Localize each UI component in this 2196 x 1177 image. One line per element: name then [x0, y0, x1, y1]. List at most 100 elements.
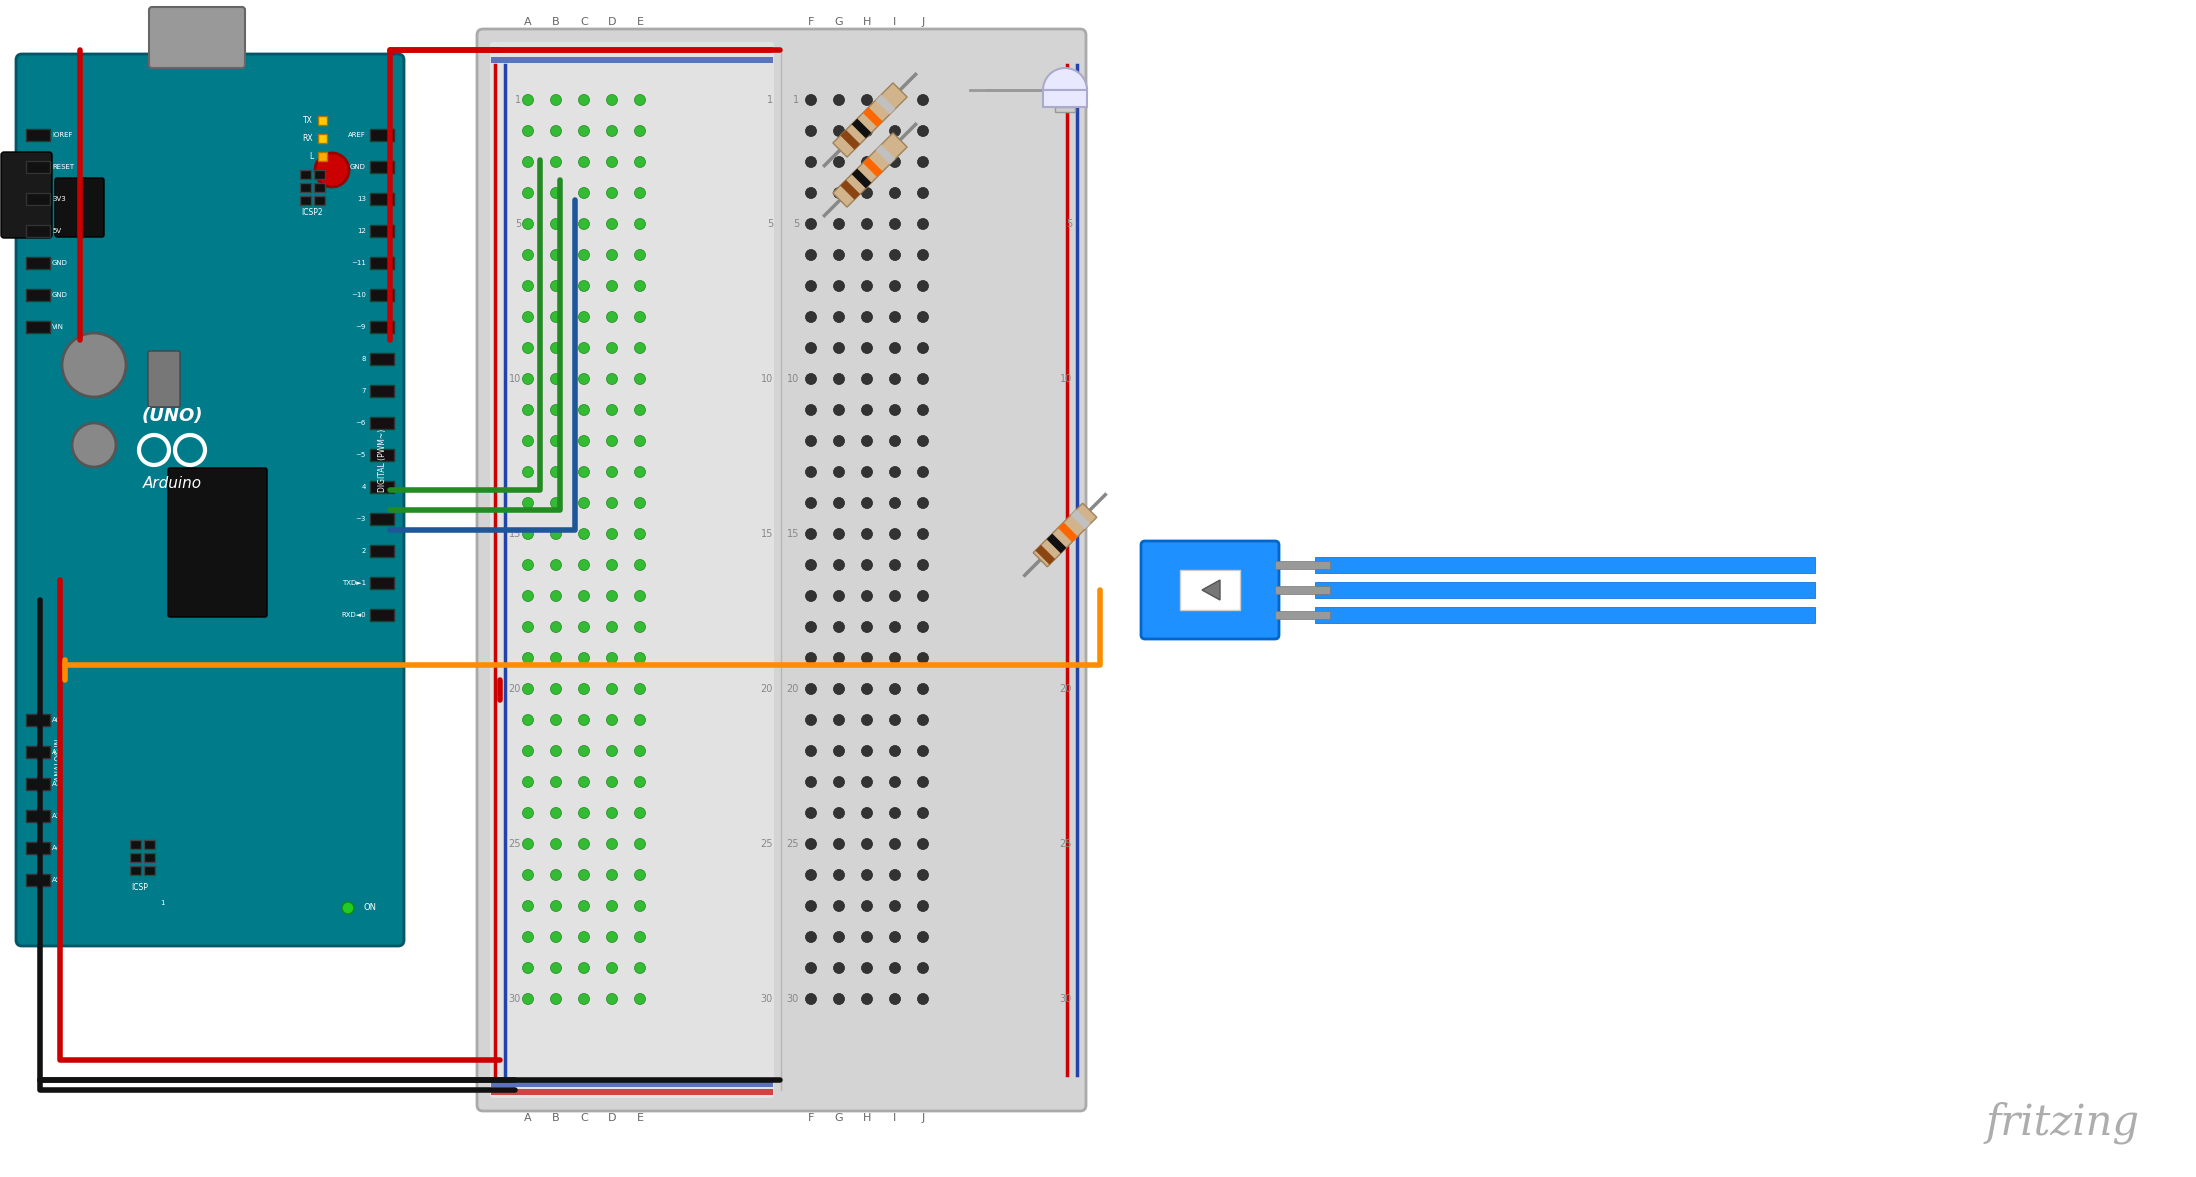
Circle shape	[889, 559, 900, 571]
Text: ICSP2: ICSP2	[301, 208, 323, 217]
Text: 10: 10	[1061, 374, 1072, 384]
Circle shape	[635, 94, 646, 106]
Circle shape	[551, 621, 562, 632]
FancyBboxPatch shape	[147, 351, 180, 407]
Text: ~10: ~10	[351, 292, 367, 298]
Text: I: I	[894, 1113, 896, 1123]
Text: 5: 5	[793, 219, 799, 230]
Circle shape	[635, 931, 646, 943]
Circle shape	[635, 591, 646, 601]
Circle shape	[523, 838, 534, 850]
Circle shape	[806, 870, 817, 880]
Circle shape	[806, 900, 817, 911]
Circle shape	[551, 807, 562, 818]
Circle shape	[635, 838, 646, 850]
Text: 15: 15	[760, 528, 773, 539]
Text: 10: 10	[509, 374, 520, 384]
Circle shape	[523, 528, 534, 539]
Circle shape	[606, 870, 617, 880]
Circle shape	[834, 498, 845, 508]
Circle shape	[578, 993, 589, 1004]
Circle shape	[606, 931, 617, 943]
Circle shape	[578, 373, 589, 385]
Circle shape	[806, 219, 817, 230]
Circle shape	[523, 993, 534, 1004]
Text: 25: 25	[1058, 839, 1072, 849]
Text: 5: 5	[1065, 219, 1072, 230]
Circle shape	[918, 559, 929, 571]
Circle shape	[635, 528, 646, 539]
Circle shape	[834, 466, 845, 478]
Circle shape	[523, 312, 534, 322]
Circle shape	[861, 684, 872, 694]
Circle shape	[578, 559, 589, 571]
Circle shape	[806, 652, 817, 664]
Bar	[369, 513, 393, 525]
Circle shape	[861, 94, 872, 106]
Circle shape	[578, 807, 589, 818]
Bar	[130, 840, 141, 849]
Circle shape	[918, 94, 929, 106]
Circle shape	[578, 126, 589, 137]
Circle shape	[806, 435, 817, 446]
Circle shape	[918, 621, 929, 632]
Circle shape	[918, 157, 929, 167]
Text: G: G	[834, 16, 843, 27]
Polygon shape	[1032, 504, 1096, 567]
Circle shape	[806, 280, 817, 292]
Circle shape	[806, 684, 817, 694]
Bar	[1315, 581, 1816, 598]
Circle shape	[806, 559, 817, 571]
Circle shape	[523, 807, 534, 818]
Text: B: B	[551, 16, 560, 27]
Text: C: C	[580, 1113, 589, 1123]
Polygon shape	[1034, 545, 1054, 565]
Circle shape	[523, 343, 534, 353]
Circle shape	[861, 373, 872, 385]
Circle shape	[606, 652, 617, 664]
Circle shape	[834, 621, 845, 632]
Circle shape	[806, 343, 817, 353]
Text: RXD◄0: RXD◄0	[340, 612, 367, 618]
Bar	[26, 714, 51, 726]
Circle shape	[889, 466, 900, 478]
Text: AREF: AREF	[349, 132, 367, 138]
Circle shape	[918, 126, 929, 137]
Circle shape	[551, 900, 562, 911]
Bar	[1276, 611, 1331, 619]
Circle shape	[606, 94, 617, 106]
Text: A: A	[525, 16, 531, 27]
Text: 5: 5	[766, 219, 773, 230]
Bar	[369, 225, 393, 237]
Text: ~9: ~9	[356, 324, 367, 330]
Circle shape	[889, 528, 900, 539]
Circle shape	[606, 900, 617, 911]
Circle shape	[578, 94, 589, 106]
Circle shape	[523, 435, 534, 446]
Text: DIGITAL (PWM~): DIGITAL (PWM~)	[378, 428, 386, 492]
Text: GND: GND	[53, 260, 68, 266]
Circle shape	[635, 745, 646, 757]
Circle shape	[889, 312, 900, 322]
Bar	[314, 197, 325, 205]
Circle shape	[606, 498, 617, 508]
Circle shape	[889, 435, 900, 446]
Circle shape	[889, 714, 900, 725]
Circle shape	[918, 250, 929, 260]
Circle shape	[551, 405, 562, 415]
Text: ~3: ~3	[356, 516, 367, 523]
Circle shape	[889, 777, 900, 787]
Circle shape	[806, 126, 817, 137]
Bar	[130, 853, 141, 862]
Circle shape	[834, 219, 845, 230]
Circle shape	[861, 777, 872, 787]
Bar	[145, 840, 156, 849]
Circle shape	[606, 684, 617, 694]
Circle shape	[635, 777, 646, 787]
Circle shape	[834, 870, 845, 880]
Circle shape	[523, 559, 534, 571]
Polygon shape	[1201, 580, 1221, 600]
Circle shape	[551, 280, 562, 292]
Bar	[369, 129, 393, 141]
Text: J: J	[922, 16, 925, 27]
